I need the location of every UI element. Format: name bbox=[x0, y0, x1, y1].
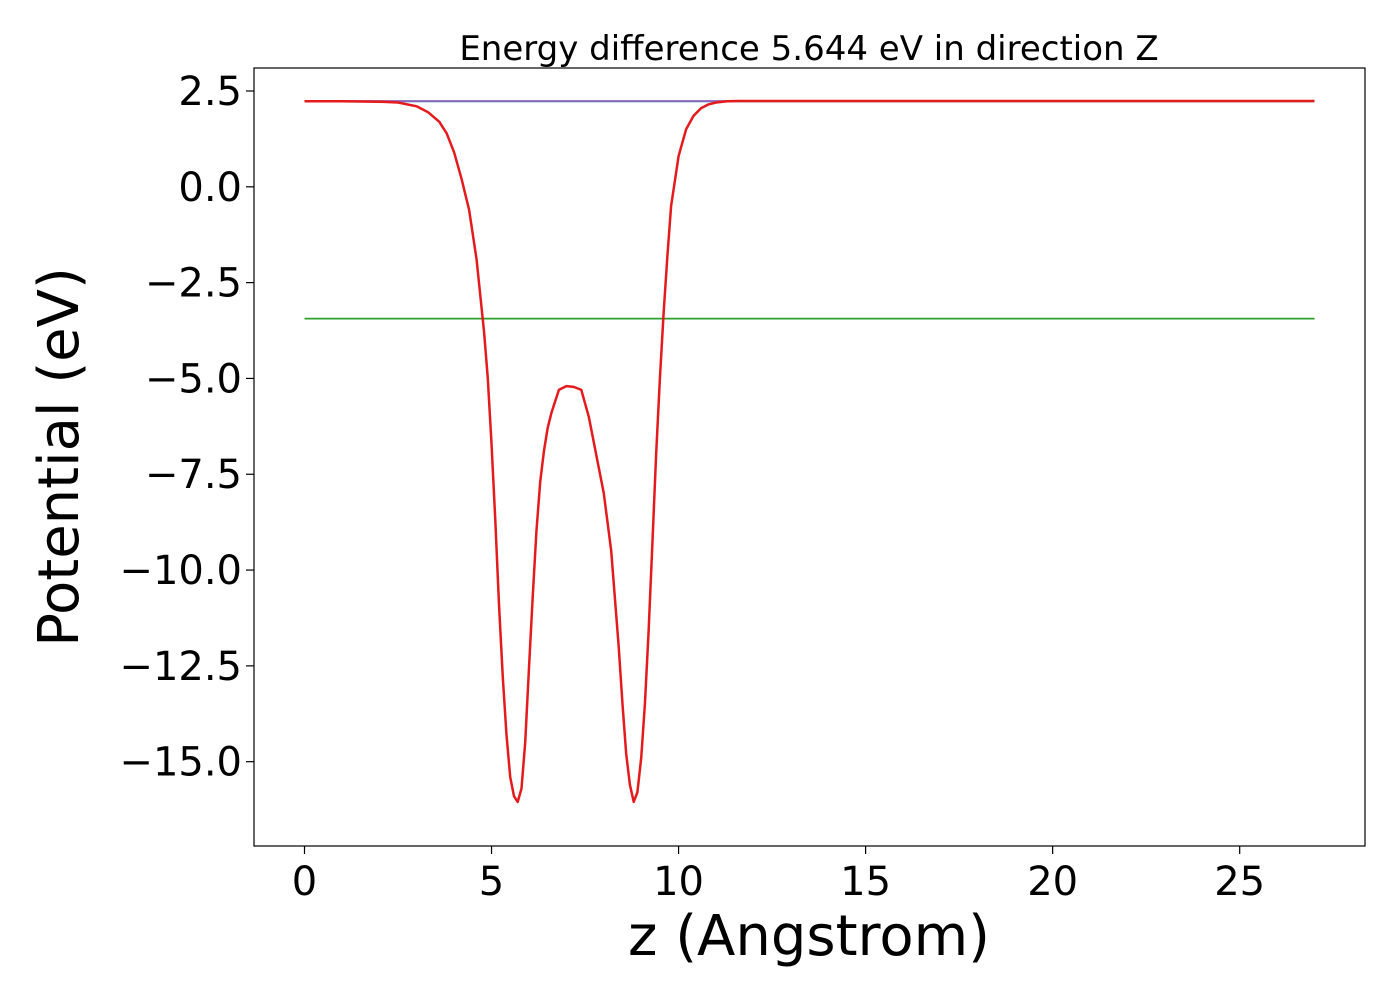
y-tick-label: −7.5 bbox=[145, 452, 242, 498]
series-layer bbox=[304, 99, 1315, 804]
x-tick-label: 10 bbox=[653, 859, 704, 905]
y-tick-label: −10.0 bbox=[119, 548, 242, 594]
x-tick-label: 0 bbox=[292, 859, 317, 905]
x-tick-label: 25 bbox=[1214, 859, 1265, 905]
y-tick-label: −12.5 bbox=[119, 644, 242, 690]
plot-frame bbox=[253, 67, 1366, 847]
y-tick-label: 2.5 bbox=[178, 69, 242, 115]
y-tick-label: −15.0 bbox=[119, 740, 242, 786]
series-line-4 bbox=[304, 99, 1315, 804]
plot-area bbox=[254, 68, 1365, 846]
y-axis-label: Potential (eV) bbox=[27, 267, 92, 647]
x-axis-label: z (Angstrom) bbox=[628, 904, 990, 969]
y-tick-label: −5.0 bbox=[145, 356, 242, 402]
chart-title: Energy difference 5.644 eV in direction … bbox=[459, 29, 1158, 69]
x-tick-label: 15 bbox=[840, 859, 891, 905]
x-axis-ticks: 0 5 10 15 20 25 bbox=[292, 846, 1265, 905]
y-axis-ticks: 2.5 0.0 −2.5 −5.0 −7.5 −10.0 −12.5 −15.0 bbox=[119, 69, 254, 786]
y-tick-label: 0.0 bbox=[178, 165, 242, 211]
x-tick-label: 5 bbox=[479, 859, 504, 905]
y-tick-label: −2.5 bbox=[145, 261, 242, 307]
x-tick-label: 20 bbox=[1027, 859, 1078, 905]
